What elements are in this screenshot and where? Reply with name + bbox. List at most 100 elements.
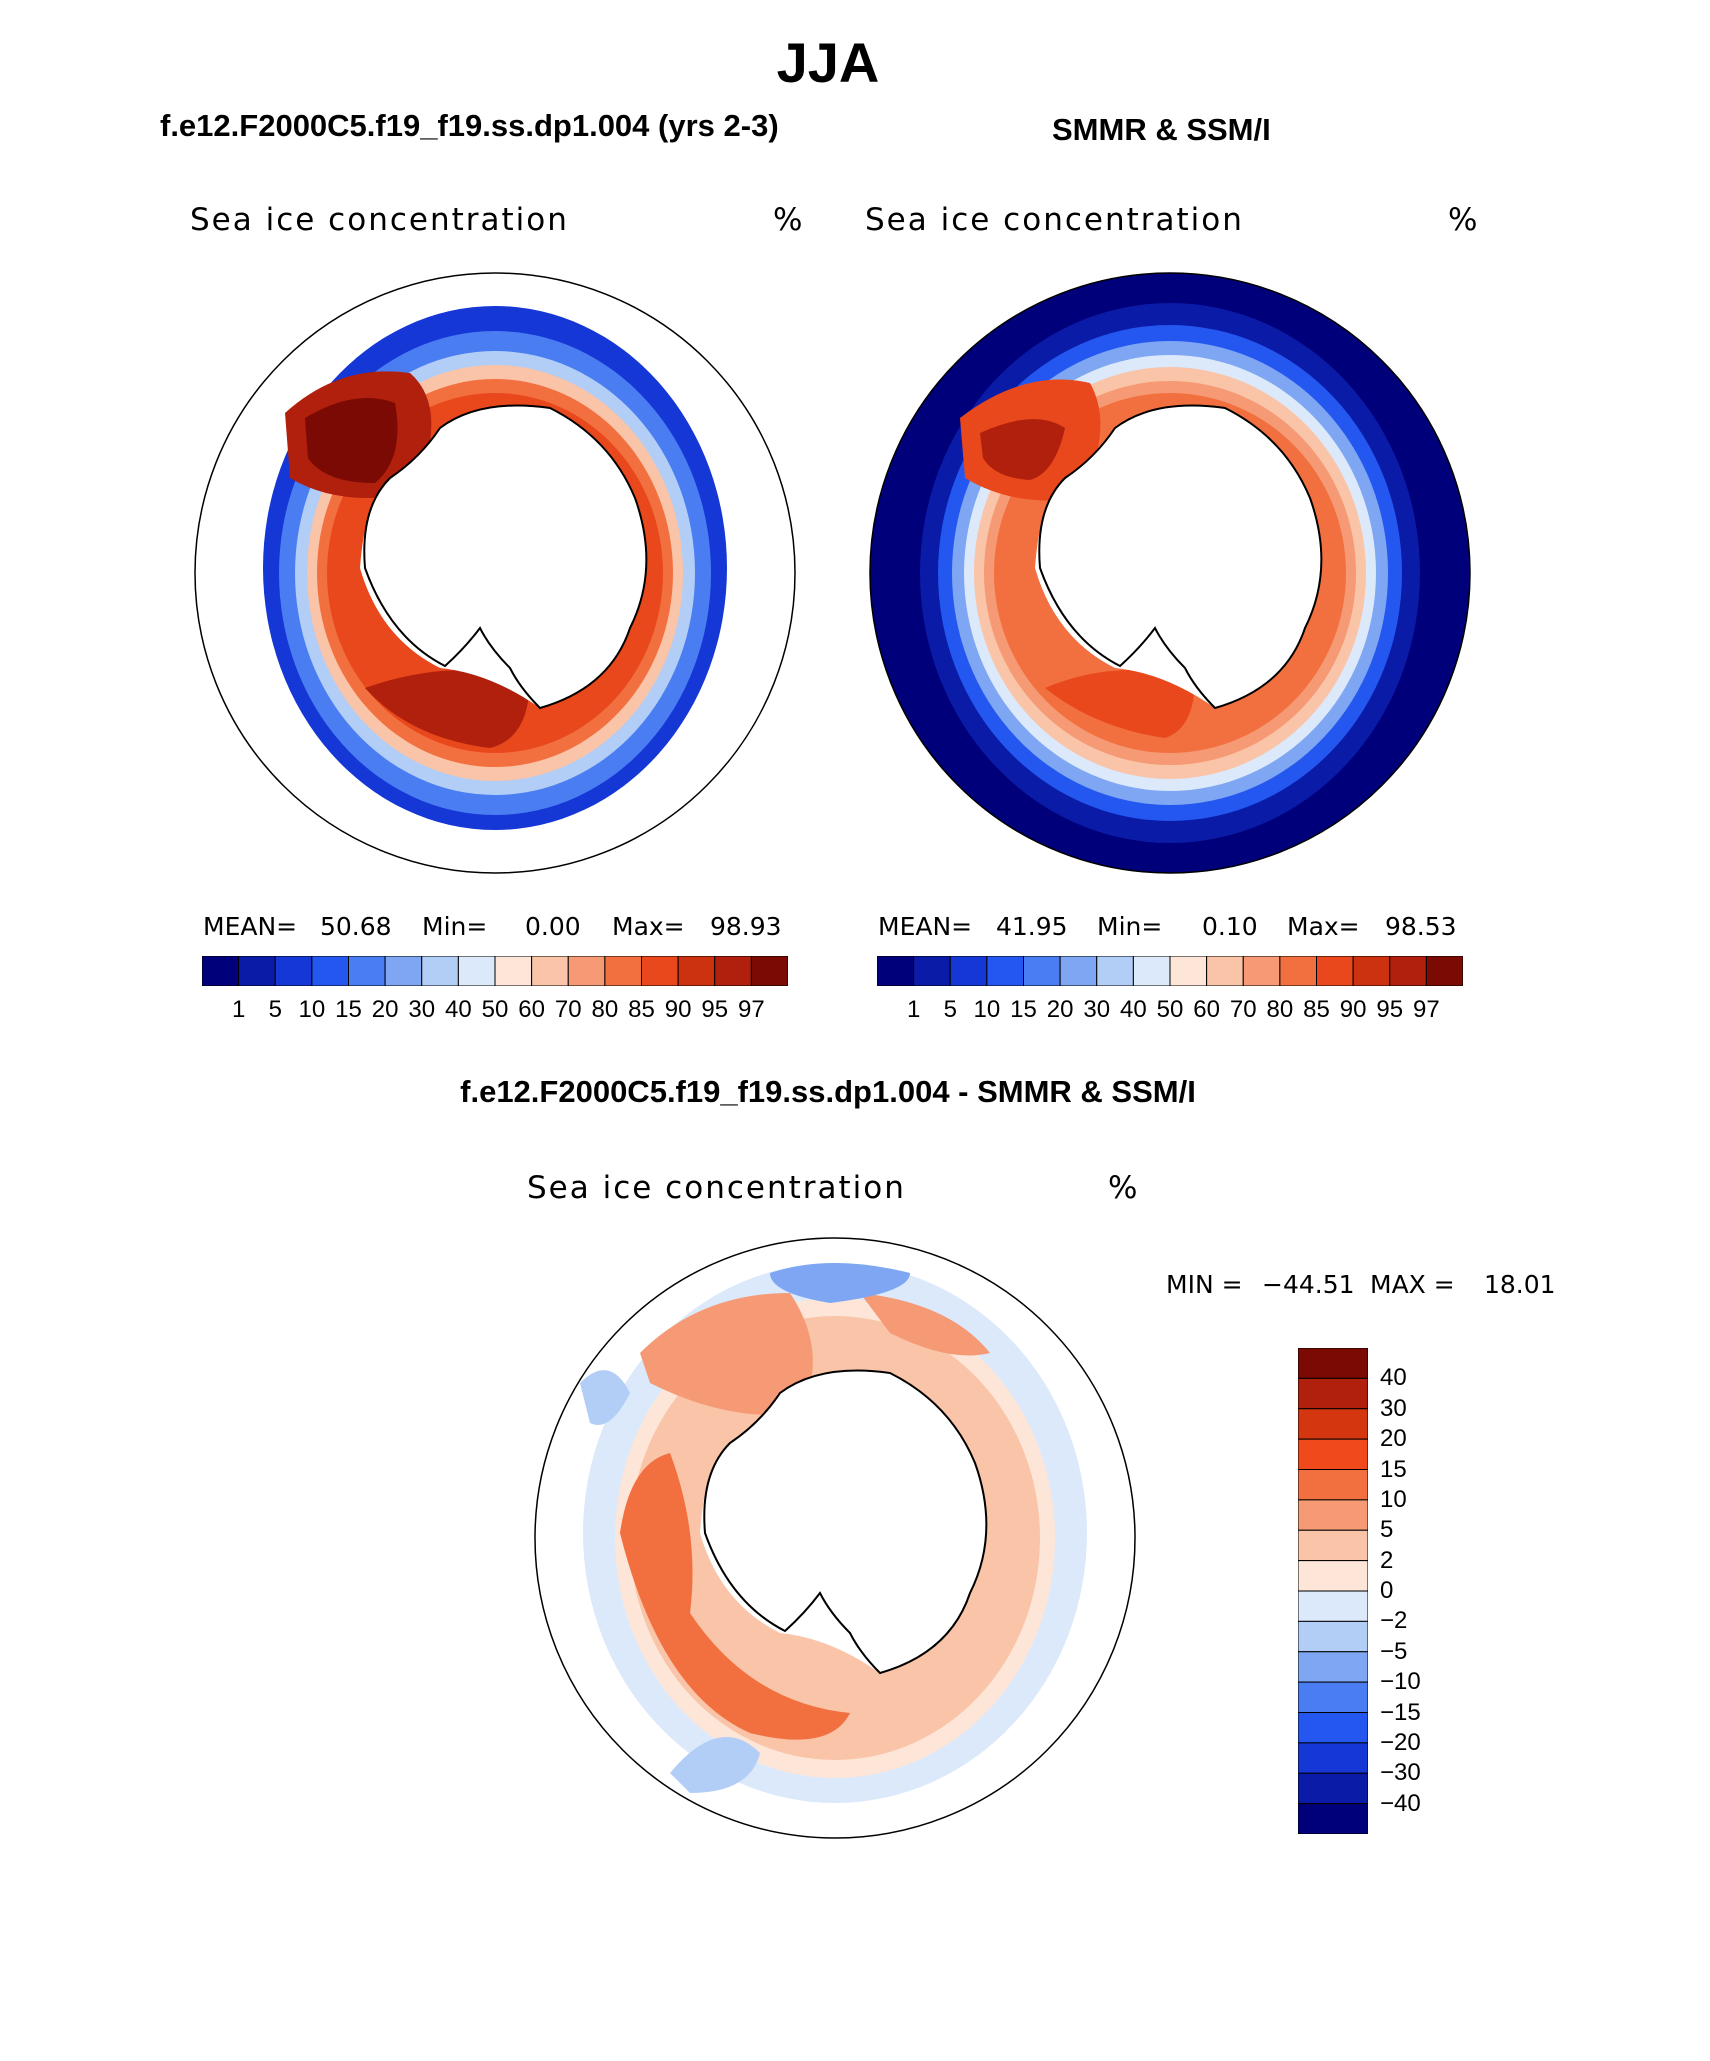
difference-colorbar-tick-label: 30 [1380, 1394, 1407, 1422]
obs-mean-value: 41.95 [996, 912, 1068, 941]
model-polar-map [194, 272, 796, 874]
obs-colorbar-tick-label: 20 [1046, 996, 1074, 1023]
difference-colorbar-swatch [1298, 1742, 1368, 1774]
obs-colorbar-swatch [1206, 956, 1244, 986]
obs-polar-map [869, 272, 1471, 874]
difference-colorbar-swatch [1298, 1469, 1368, 1501]
difference-field [580, 1263, 1087, 1803]
obs-colorbar-swatch [1279, 956, 1317, 986]
obs-colorbar-tick-label: 40 [1120, 996, 1147, 1023]
difference-colorbar-swatch [1298, 1590, 1368, 1622]
difference-colorbar-tick-label: −15 [1380, 1698, 1421, 1726]
difference-colorbar-swatch [1298, 1772, 1368, 1805]
model-colorbar-swatch [567, 956, 606, 986]
obs-min-label: Min= [1097, 912, 1163, 941]
difference-colorbar-swatch [1298, 1499, 1368, 1531]
difference-colorbar-swatch [1298, 1408, 1368, 1440]
difference-colorbar-tick-label: −5 [1380, 1637, 1408, 1665]
model-min-label: Min= [422, 912, 488, 941]
obs-colorbar-tick-label: 85 [1303, 996, 1330, 1023]
model-colorbar-tick-label: 85 [628, 996, 655, 1023]
model-colorbar-swatch [348, 956, 386, 986]
diff-max-value: 18.01 [1484, 1270, 1556, 1299]
model-colorbar-swatch [457, 956, 496, 986]
difference-colorbar-tick-label: 40 [1380, 1364, 1407, 1392]
obs-colorbar-tick-label: 70 [1229, 996, 1257, 1023]
obs-colorbar-swatch [1096, 956, 1134, 986]
model-colorbar-swatch [677, 956, 716, 986]
difference-colorbar-swatch [1298, 1438, 1368, 1470]
figure-title: JJA [776, 31, 880, 94]
obs-colorbar-tick-label: 15 [1010, 996, 1037, 1023]
obs-colorbar-swatch [1023, 956, 1061, 986]
model-colorbar-swatch [531, 956, 569, 986]
obs-colorbar-tick-label: 80 [1266, 996, 1294, 1023]
obs-variable-label: Sea ice concentration [865, 202, 1244, 238]
difference-colorbar-tick-label: −30 [1380, 1759, 1421, 1787]
model-colorbar-tick-label: 15 [335, 996, 362, 1023]
difference-polar-map [534, 1237, 1136, 1839]
obs-colorbar-swatch [1059, 956, 1098, 986]
obs-colorbar-swatch [1316, 956, 1354, 986]
obs-colorbar-swatch [1132, 956, 1171, 986]
map-boundary [194, 272, 796, 874]
model-colorbar-ticks: 1 5 10 15 20 30 40 50 60 70 80 85 90 95 97 [202, 996, 788, 1026]
model-colorbar-tick-label: 5 [268, 996, 282, 1023]
difference-colorbar-swatch [1298, 1620, 1368, 1653]
difference-colorbar-swatch [1298, 1348, 1368, 1379]
difference-colorbar-tick-label: −40 [1380, 1789, 1421, 1817]
obs-colorbar-tick-label: 5 [943, 996, 957, 1023]
model-mean-value: 50.68 [320, 912, 392, 941]
difference-colorbar-tick-label: −10 [1380, 1668, 1421, 1696]
model-panel-title: f.e12.F2000C5.f19_f19.ss.dp1.004 (yrs 2-… [160, 108, 779, 143]
obs-colorbar-swatch [1169, 956, 1208, 986]
obs-colorbar-tick-label: 30 [1083, 996, 1111, 1023]
antarctica-coastline [363, 404, 648, 710]
obs-mean-label: MEAN= [878, 912, 973, 941]
map-boundary [534, 1237, 1136, 1839]
difference-panel-title: f.e12.F2000C5.f19_f19.ss.dp1.004 - SMMR … [460, 1074, 1196, 1109]
obs-colorbar-tick-label: 60 [1193, 996, 1220, 1023]
model-colorbar-swatch [384, 956, 423, 986]
model-colorbar [202, 956, 788, 986]
model-colorbar-swatch [311, 956, 349, 986]
model-unit-label: % [773, 202, 803, 238]
model-ice-field [263, 306, 727, 830]
model-colorbar-tick-label: 1 [231, 996, 246, 1023]
model-colorbar-tick-label: 90 [664, 996, 692, 1023]
model-colorbar-swatch [202, 956, 240, 986]
difference-colorbar-tick-label: 2 [1380, 1546, 1394, 1574]
obs-colorbar-swatch [1352, 956, 1391, 986]
obs-colorbar-swatch [913, 956, 951, 986]
model-colorbar-tick-label: 50 [481, 996, 509, 1023]
model-max-label: Max= [612, 912, 685, 941]
obs-colorbar-swatch [1242, 956, 1281, 986]
observation-panel-title: SMMR & SSM/I [1052, 112, 1271, 147]
model-colorbar-tick-label: 60 [518, 996, 545, 1023]
difference-colorbar-swatch [1298, 1712, 1368, 1744]
obs-ice-field [870, 273, 1470, 873]
model-colorbar-swatch [714, 956, 752, 986]
obs-colorbar-tick-label: 1 [906, 996, 921, 1023]
obs-max-label: Max= [1287, 912, 1360, 941]
obs-colorbar-swatch [949, 956, 988, 986]
obs-max-value: 98.53 [1385, 912, 1457, 941]
model-colorbar-tick-label: 10 [298, 996, 326, 1023]
diff-variable-label: Sea ice concentration [527, 1170, 906, 1206]
model-variable-label: Sea ice concentration [190, 202, 569, 238]
diff-min-value: −44.51 [1262, 1270, 1355, 1299]
difference-colorbar-swatch [1298, 1651, 1368, 1683]
model-colorbar-swatch [238, 956, 276, 986]
difference-colorbar-swatch [1298, 1681, 1368, 1713]
difference-colorbar-swatch [1298, 1377, 1368, 1410]
difference-colorbar-tick-label: 15 [1380, 1455, 1407, 1483]
model-max-value: 98.93 [710, 912, 782, 941]
difference-colorbar-swatch [1298, 1560, 1368, 1592]
difference-colorbar-ticks: 40 30 20 15 10 5 2 0 −2 −5 −10 −15 −20 −30 −40 [1380, 1348, 1460, 1834]
model-colorbar-swatch [641, 956, 679, 986]
obs-colorbar-tick-label: 97 [1413, 996, 1440, 1023]
difference-colorbar-tick-label: −2 [1380, 1607, 1408, 1635]
difference-colorbar-tick-label: 20 [1380, 1425, 1407, 1453]
model-colorbar-tick-label: 95 [701, 996, 729, 1023]
model-colorbar-tick-label: 40 [445, 996, 472, 1023]
